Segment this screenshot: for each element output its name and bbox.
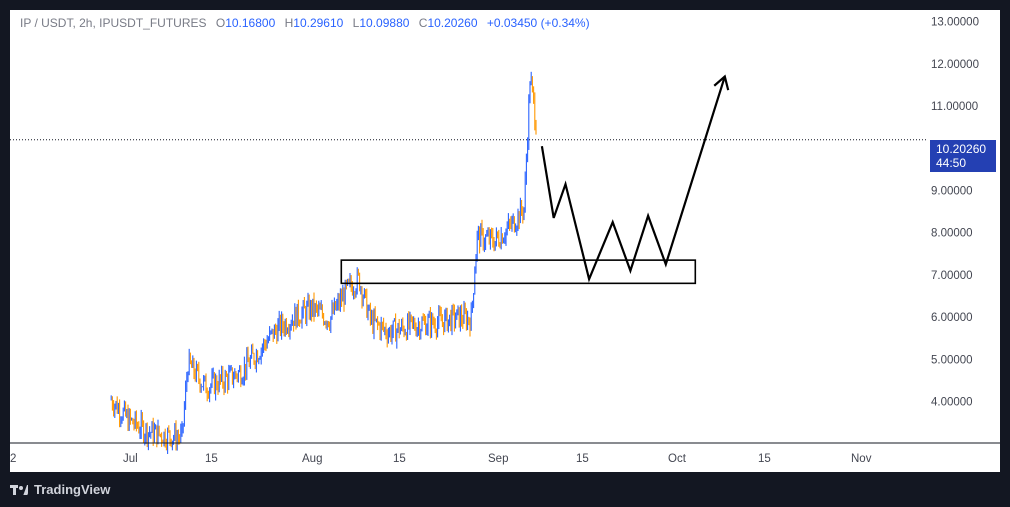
time-axis: 2 Jul 15 Aug 15 Sep 15 Oct 15 Nov: [10, 453, 872, 465]
price-tick-label: 9.00000: [931, 186, 973, 198]
price-series: [111, 72, 536, 454]
price-axis: 13.0000012.0000011.0000010.000009.000008…: [931, 17, 979, 409]
time-tick-label: Sep: [488, 453, 508, 465]
price-tick-label: 8.00000: [931, 228, 973, 240]
current-price-value: 10.20260: [936, 142, 996, 156]
time-tick-label: 15: [205, 453, 218, 465]
chart-panel[interactable]: IP / USDT, 2h, IPUSDT_FUTURES O10.16800 …: [10, 10, 1000, 472]
open-value: 10.16800: [225, 16, 275, 30]
change-value: +0.03450 (+0.34%): [487, 16, 590, 30]
footer: TradingView: [10, 482, 110, 497]
time-tick-label: Jul: [123, 453, 138, 465]
price-tick-label: 5.00000: [931, 354, 973, 366]
tradingview-logo-icon: [10, 485, 28, 495]
high-label: H: [285, 16, 294, 30]
time-tick-label: Oct: [668, 453, 687, 465]
time-tick-label: 15: [576, 453, 589, 465]
current-price-tag: 10.20260 44:50: [930, 140, 996, 172]
high-value: 10.29610: [293, 16, 343, 30]
projection-path: [542, 77, 725, 280]
support-zone-rectangle: [341, 260, 695, 283]
time-tick-label: 2: [10, 453, 16, 465]
price-tick-label: 4.00000: [931, 397, 973, 409]
time-tick-label: Aug: [302, 453, 322, 465]
price-chart[interactable]: 13.0000012.0000011.0000010.000009.000008…: [10, 10, 1000, 472]
time-tick-label: 15: [758, 453, 771, 465]
price-tick-label: 6.00000: [931, 312, 973, 324]
price-tick-label: 7.00000: [931, 270, 973, 282]
brand-name: TradingView: [34, 482, 110, 497]
price-tick-label: 13.00000: [931, 17, 979, 29]
low-value: 10.09880: [359, 16, 409, 30]
time-tick-label: Nov: [851, 453, 872, 465]
bar-countdown: 44:50: [936, 156, 996, 170]
symbol-header: IP / USDT, 2h, IPUSDT_FUTURES O10.16800 …: [20, 16, 590, 30]
price-tick-label: 11.00000: [931, 101, 978, 113]
open-label: O: [216, 16, 225, 30]
time-tick-label: 15: [393, 453, 406, 465]
close-value: 10.20260: [427, 16, 477, 30]
symbol-line: IP / USDT, 2h, IPUSDT_FUTURES: [20, 16, 207, 30]
price-tick-label: 12.00000: [931, 59, 979, 71]
